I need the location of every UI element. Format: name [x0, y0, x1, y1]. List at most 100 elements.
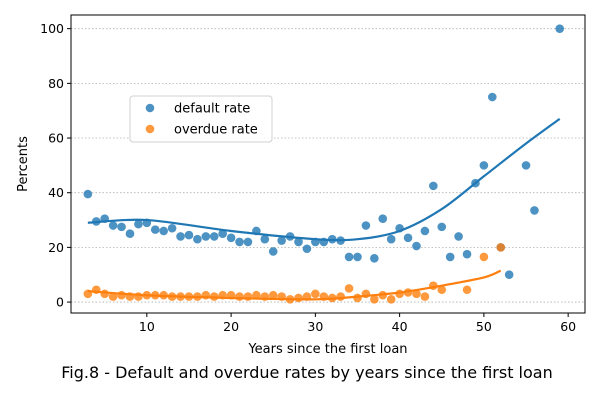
point-default-rate: [336, 236, 345, 245]
gridlines: [71, 28, 585, 303]
point-default-rate: [445, 252, 455, 262]
point-overdue-rate: [285, 295, 295, 304]
y-axis-label: Percents: [16, 136, 31, 192]
point-overdue-rate: [327, 293, 337, 303]
point-overdue-rate: [226, 290, 236, 300]
y-tick-label: 40: [48, 185, 64, 200]
point-default-rate: [420, 226, 430, 236]
point-default-rate: [370, 254, 379, 263]
y-tick-label: 0: [56, 295, 64, 310]
point-overdue-rate: [268, 290, 278, 300]
point-default-rate: [277, 236, 286, 245]
point-default-rate: [167, 223, 177, 233]
point-overdue-rate: [159, 290, 168, 300]
point-overdue-rate: [91, 285, 101, 295]
x-tick-label: 40: [392, 319, 408, 334]
point-overdue-rate: [370, 295, 379, 304]
point-overdue-rate: [142, 290, 152, 300]
point-overdue-rate: [83, 289, 93, 299]
point-overdue-rate: [412, 289, 421, 299]
point-default-rate: [530, 206, 539, 215]
point-default-rate: [285, 232, 295, 241]
point-default-rate: [327, 234, 337, 244]
point-default-rate: [142, 218, 152, 228]
point-overdue-rate: [311, 289, 320, 299]
point-overdue-rate: [336, 292, 345, 301]
point-default-rate: [471, 178, 480, 188]
point-default-rate: [134, 219, 143, 229]
y-tick-label: 20: [48, 240, 64, 255]
y-tick-label: 80: [48, 76, 64, 91]
point-default-rate: [479, 161, 489, 170]
x-tick-label: 50: [476, 319, 492, 334]
point-overdue-rate: [209, 292, 219, 301]
point-overdue-rate: [277, 292, 286, 301]
point-overdue-rate: [108, 292, 118, 301]
legend-box: [129, 95, 273, 143]
point-overdue-rate: [125, 292, 135, 301]
point-default-rate: [150, 225, 160, 234]
legend-label: default rate: [174, 102, 250, 117]
point-default-rate: [184, 230, 194, 240]
point-default-rate: [159, 226, 168, 236]
point-overdue-rate: [150, 290, 160, 300]
point-overdue-rate: [386, 295, 396, 304]
point-default-rate: [125, 229, 135, 239]
point-default-rate: [311, 237, 320, 247]
point-default-rate: [235, 237, 244, 247]
point-overdue-rate: [378, 290, 388, 300]
point-default-rate: [462, 249, 472, 259]
point-default-rate: [117, 222, 126, 232]
point-overdue-rate: [134, 292, 143, 301]
point-default-rate: [91, 217, 101, 226]
point-default-rate: [386, 234, 396, 244]
y-tick-label: 100: [40, 21, 64, 36]
point-overdue-rate: [235, 292, 244, 301]
point-default-rate: [218, 229, 227, 239]
point-default-rate: [353, 252, 362, 262]
point-overdue-rate: [361, 289, 371, 299]
point-overdue-rate: [479, 252, 489, 262]
point-default-rate: [176, 232, 185, 241]
point-overdue-rate: [260, 292, 270, 301]
trend-lines: [87, 118, 561, 301]
point-default-rate: [226, 233, 236, 243]
point-default-rate: [555, 24, 565, 33]
legend-marker: [145, 103, 155, 113]
point-default-rate: [454, 232, 463, 241]
point-overdue-rate: [294, 293, 303, 303]
point-default-rate: [260, 234, 270, 244]
point-overdue-rate: [252, 290, 261, 300]
point-default-rate: [209, 232, 219, 241]
point-default-rate: [268, 247, 278, 256]
point-default-rate: [294, 237, 303, 247]
point-overdue-rate: [353, 293, 362, 303]
figure-caption: Fig.8 - Default and overdue rates by yea…: [61, 363, 552, 382]
point-default-rate: [395, 223, 404, 233]
point-default-rate: [412, 241, 421, 251]
point-default-rate: [361, 221, 371, 230]
point-default-rate: [319, 237, 329, 247]
point-default-rate: [437, 222, 447, 232]
legend-marker: [145, 124, 155, 134]
legend: default rate overdue rate: [129, 95, 273, 143]
point-overdue-rate: [429, 281, 438, 290]
point-default-rate: [504, 270, 514, 280]
x-tick-label: 60: [560, 319, 576, 334]
x-axis-ticks: 10 20 30 40 50 60: [139, 313, 576, 334]
point-overdue-rate: [243, 292, 253, 301]
point-default-rate: [252, 226, 261, 236]
point-default-rate: [302, 244, 312, 254]
point-overdue-rate: [420, 292, 430, 301]
point-default-rate: [243, 237, 253, 247]
point-overdue-rate: [184, 292, 194, 301]
point-overdue-rate: [496, 243, 506, 252]
point-overdue-rate: [344, 284, 354, 293]
point-default-rate: [429, 181, 438, 191]
point-default-rate: [403, 233, 413, 243]
point-overdue-rate: [462, 285, 472, 295]
point-default-rate: [344, 252, 354, 262]
point-default-rate: [488, 92, 497, 102]
